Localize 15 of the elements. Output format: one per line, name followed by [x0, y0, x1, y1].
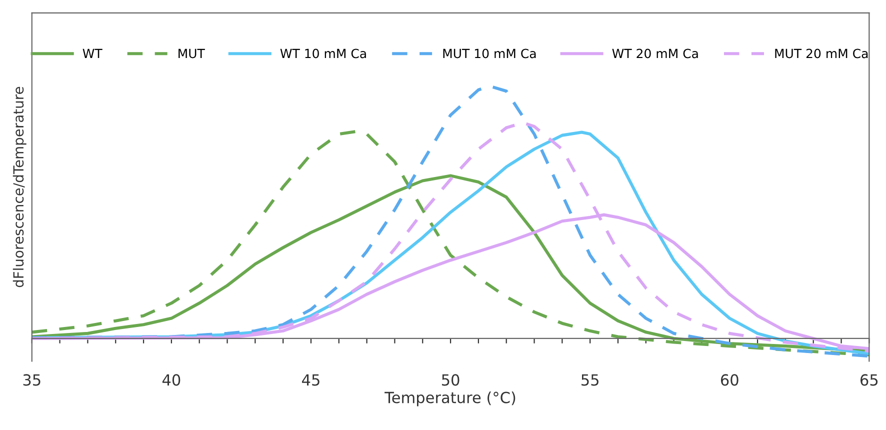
x-tick-label: 40	[162, 374, 180, 386]
legend-label: MUT	[178, 48, 205, 58]
x-tick-label: 65	[860, 374, 878, 386]
legend-label: MUT 20 mM Ca	[775, 48, 868, 58]
x-tick-label: 45	[302, 374, 320, 386]
x-axis-title: Temperature (°C)	[384, 391, 516, 406]
x-tick-label: 60	[720, 374, 738, 386]
x-tick-label: 55	[582, 374, 598, 386]
legend-label: WT 20 mM Ca	[612, 48, 698, 58]
legend-label: WT	[82, 48, 102, 58]
y-axis-title: dFluorescence/dTemperature	[12, 86, 26, 288]
x-tick-label: 50	[442, 374, 460, 386]
legend-label: WT 10 mM Ca	[280, 48, 366, 58]
legend-label: MUT 10 mM Ca	[443, 48, 536, 58]
x-tick-label: 35	[23, 374, 40, 386]
